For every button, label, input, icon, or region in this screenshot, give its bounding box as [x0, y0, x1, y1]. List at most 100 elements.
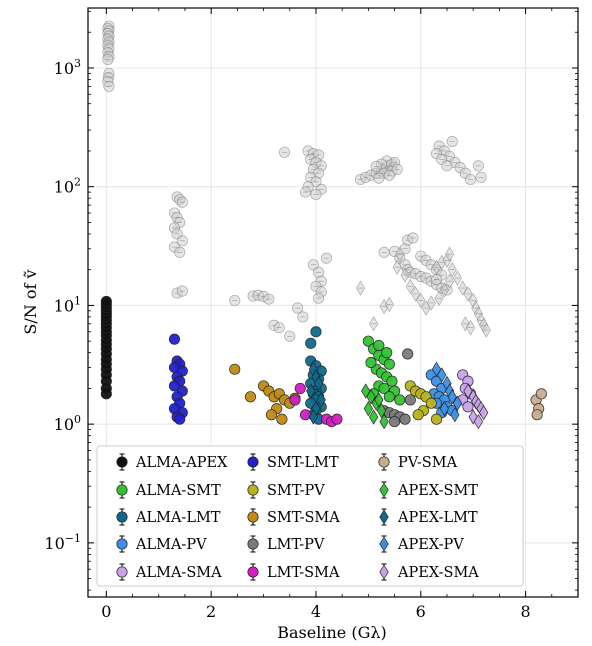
y-tick-label: 101 [54, 294, 81, 315]
data-point-apex-smt [374, 392, 384, 408]
legend-label: ALMA-PV [135, 537, 207, 553]
data-point-apex-sma [473, 413, 484, 430]
legend-item: ALMA-SMA [116, 563, 222, 581]
data-point-alma-smt [394, 394, 406, 406]
data-point-alma-smt [365, 357, 377, 369]
y-tick-labels: 10−1 100 101 102 103 [44, 57, 81, 553]
data-point-alma-smt [383, 358, 395, 370]
legend-marker [116, 456, 128, 468]
legend-item: PV-SMA [378, 453, 458, 471]
x-tick-label: 0 [101, 602, 111, 621]
data-point-apex-smt [376, 402, 387, 419]
legend-label: APEX-SMT [397, 483, 478, 499]
data-point-pv-sma [531, 409, 543, 421]
data-point-lmt-pv [404, 394, 416, 406]
data-point-apex-pv [450, 407, 460, 423]
legend-label: APEX-LMT [397, 510, 478, 526]
legend-item: APEX-PV [379, 535, 464, 553]
legend-item: SMT-LMT [247, 453, 339, 471]
legend-label: PV-SMA [398, 455, 458, 471]
legend-item: LMT-SMA [247, 563, 340, 581]
plot-area-frame [87, 7, 579, 598]
data-point-apex-smt [369, 409, 379, 425]
data-point-smt-pv [430, 413, 443, 425]
data-point-apex-lmt [313, 375, 324, 392]
data-point-alma-lmt [310, 326, 322, 338]
data-point-apex-smt [366, 389, 376, 405]
legend-label: SMT-LMT [267, 455, 339, 471]
data-point-apex-lmt [316, 392, 326, 408]
data-point-alma-lmt [305, 337, 317, 349]
data-point-smt-lmt [168, 333, 181, 345]
legend-label: LMT-PV [267, 537, 325, 553]
legend-marker [379, 564, 389, 580]
legend-item: ALMA-LMT [116, 508, 221, 526]
legend-label: ALMA-LMT [135, 510, 221, 526]
data-point-alma-smt [373, 339, 385, 352]
legend-label: SMT-PV [267, 483, 325, 499]
legend-item: LMT-PV [247, 535, 325, 553]
data-point-lmt-sma [289, 394, 301, 406]
data-point-smt-sma [265, 409, 277, 421]
legend-marker [247, 538, 259, 550]
data-point-apex-pv [452, 395, 463, 411]
data-point-apex-lmt [308, 409, 318, 425]
data-point-apex-pv [447, 389, 457, 405]
legend-marker [378, 456, 390, 468]
x-tick-label: 6 [416, 602, 426, 621]
legend-item: SMT-PV [247, 481, 325, 499]
data-point-lmt-sma [299, 409, 312, 421]
legend-marker [379, 482, 389, 498]
legend-label: ALMA-SMT [135, 483, 221, 499]
legend-marker [116, 511, 128, 523]
x-tick-label: 2 [206, 602, 216, 621]
legend-item: ALMA-SMT [116, 481, 221, 499]
legend-marker [247, 511, 259, 523]
legend-marker [116, 484, 128, 496]
legend-label: APEX-PV [397, 537, 464, 553]
legend-item: APEX-SMT [379, 481, 478, 499]
y-axis-label: S/N of ṽ [21, 269, 40, 334]
data-point-apex-smt [363, 400, 373, 417]
series-points [100, 295, 547, 430]
legend-label: ALMA-SMA [135, 565, 222, 581]
data-point-lmt-pv [402, 348, 414, 360]
legend-label: APEX-SMA [397, 565, 479, 581]
axis-ticks [88, 8, 579, 597]
legend-marker [379, 509, 389, 525]
data-point-smt-pv [412, 409, 424, 421]
legend-label: LMT-SMA [267, 565, 340, 581]
data-point-smt-sma [244, 391, 257, 403]
legend: ALMA-APEX ALMA-SMT ALMA-LMT ALMA-PV ALMA-SMA… [96, 445, 524, 587]
data-point-alma-smt [383, 391, 395, 403]
x-tick-labels: 0 2 4 6 8 [101, 602, 530, 621]
legend-marker [247, 566, 259, 578]
data-point-lmt-pv [389, 416, 401, 428]
legend-marker [116, 538, 128, 550]
data-point-apex-pv [437, 367, 447, 383]
data-point-apex-smt [379, 413, 389, 430]
y-tick-label: 102 [54, 176, 81, 197]
y-tick-label: 100 [54, 413, 81, 434]
data-point-alma-smt [381, 347, 393, 359]
legend-marker [247, 484, 259, 496]
data-point-lmt-sma [331, 413, 343, 425]
x-axis-label: Baseline (Gλ) [277, 623, 386, 642]
legend-item: ALMA-PV [116, 535, 207, 553]
data-point-apex-sma [479, 404, 489, 421]
data-point-alma-smt [378, 382, 390, 394]
data-point-apex-pv [439, 400, 449, 417]
data-point-alma-smt [362, 335, 374, 347]
x-tick-label: 4 [311, 602, 321, 621]
legend-item: APEX-LMT [379, 508, 478, 526]
y-tick-label: 103 [54, 57, 81, 78]
data-point-lmt-pv [399, 413, 411, 425]
data-point-smt-lmt [174, 413, 186, 425]
data-point-lmt-sma [294, 382, 306, 394]
y-tick-label: 10−1 [44, 532, 81, 553]
data-point-smt-lmt [168, 380, 181, 392]
x-tick-label: 8 [520, 602, 530, 621]
background-points [102, 20, 491, 342]
legend-marker [247, 456, 259, 468]
